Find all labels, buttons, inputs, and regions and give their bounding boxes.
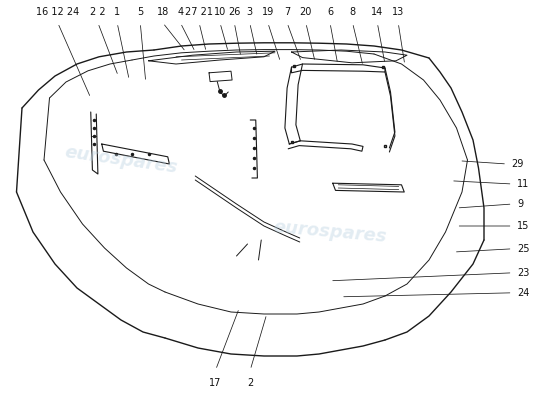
Text: 8: 8 bbox=[349, 7, 356, 17]
Text: 25: 25 bbox=[517, 244, 530, 254]
Text: 2: 2 bbox=[247, 378, 254, 388]
Text: 3: 3 bbox=[246, 7, 253, 17]
Text: 29: 29 bbox=[512, 159, 524, 169]
Text: 6: 6 bbox=[327, 7, 333, 17]
Text: 18: 18 bbox=[157, 7, 169, 17]
Text: 16 12 24: 16 12 24 bbox=[36, 7, 79, 17]
Text: 1: 1 bbox=[114, 7, 120, 17]
Text: 24: 24 bbox=[517, 288, 529, 298]
Text: 5: 5 bbox=[137, 7, 144, 17]
Text: eurospares: eurospares bbox=[272, 218, 388, 246]
Text: 23: 23 bbox=[517, 268, 529, 278]
Text: 7: 7 bbox=[284, 7, 290, 17]
Text: 4: 4 bbox=[177, 7, 184, 17]
Text: 17: 17 bbox=[210, 378, 222, 388]
Text: 2 2: 2 2 bbox=[90, 7, 106, 17]
Text: eurospares: eurospares bbox=[63, 143, 179, 177]
Text: 19: 19 bbox=[262, 7, 274, 17]
Text: 10: 10 bbox=[214, 7, 226, 17]
Text: 9: 9 bbox=[517, 199, 523, 209]
Text: 27 21: 27 21 bbox=[185, 7, 213, 17]
Text: 20: 20 bbox=[300, 7, 312, 17]
Text: 14: 14 bbox=[371, 7, 383, 17]
Text: 13: 13 bbox=[392, 7, 404, 17]
Text: 26: 26 bbox=[228, 7, 240, 17]
Text: 11: 11 bbox=[517, 179, 529, 189]
Text: 15: 15 bbox=[517, 221, 529, 231]
